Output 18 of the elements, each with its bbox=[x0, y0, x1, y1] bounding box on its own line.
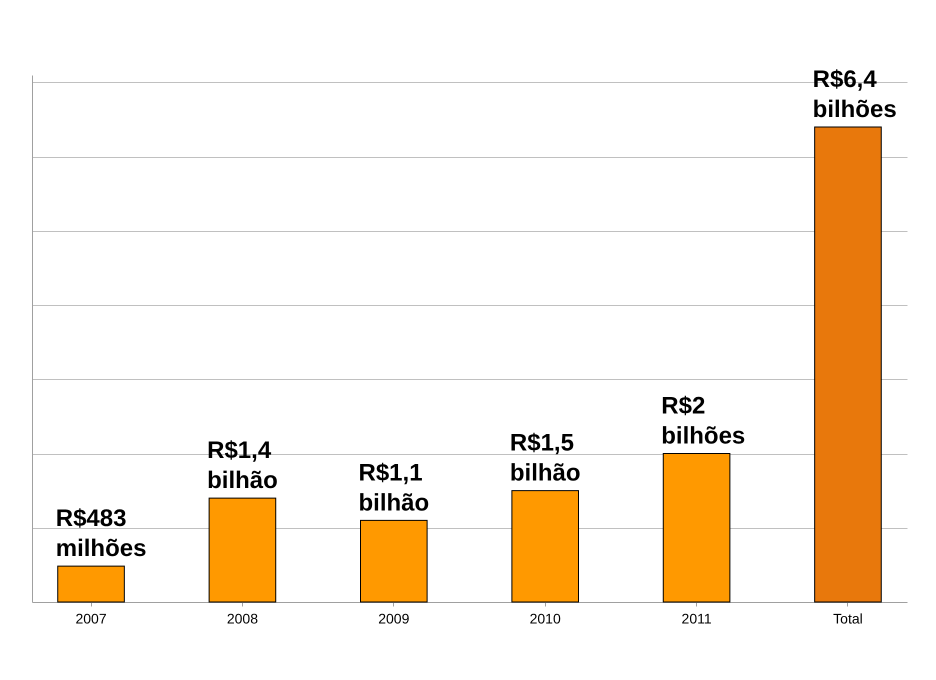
data-label: R$1,4 bilhão bbox=[207, 437, 278, 494]
bar bbox=[814, 126, 882, 602]
bar bbox=[57, 566, 125, 602]
x-tick-label: 2011 bbox=[682, 610, 712, 626]
x-tick-label: 2007 bbox=[75, 610, 107, 626]
data-label: R$1,5 bilhão bbox=[510, 430, 581, 487]
x-tick-label: Total bbox=[833, 610, 863, 626]
data-label: R$1,1 bilhão bbox=[358, 459, 430, 516]
bar bbox=[511, 490, 579, 602]
x-tick-label: 2008 bbox=[226, 610, 258, 626]
data-label: R$6,4 bilhões bbox=[812, 66, 897, 123]
bar bbox=[662, 453, 730, 602]
x-tick-label: 2010 bbox=[530, 610, 561, 626]
x-tick-label: 2009 bbox=[378, 610, 410, 626]
data-label: R$2 bilhões bbox=[661, 392, 746, 450]
data-label: R$483 milhões bbox=[56, 505, 146, 562]
bar bbox=[360, 520, 428, 602]
bar bbox=[208, 498, 276, 602]
